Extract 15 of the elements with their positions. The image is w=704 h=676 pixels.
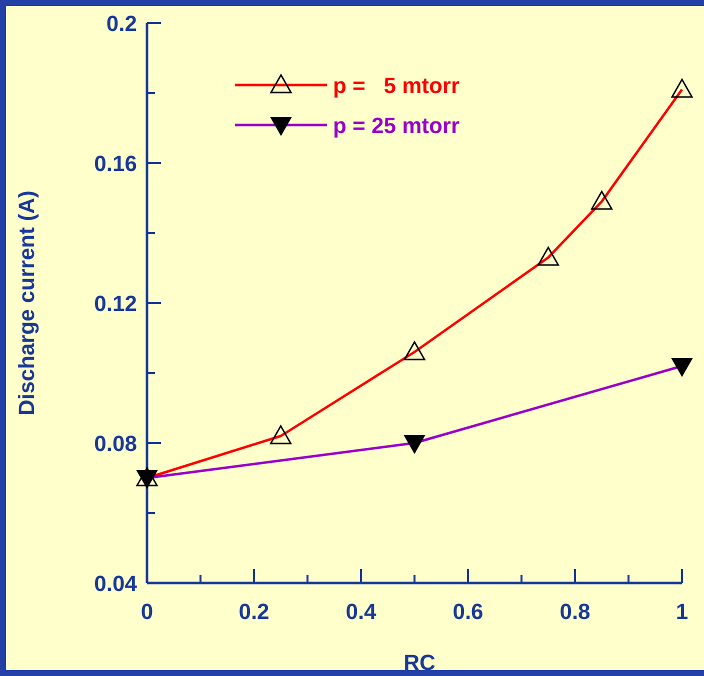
x-axis-title: RC [404,650,436,675]
x-tick-label: 0.2 [238,599,270,624]
y-tick-label: 0.2 [106,11,137,36]
y-tick-label: 0.16 [94,151,137,176]
y-axis-title: Discharge current (A) [14,190,39,416]
x-tick-label: 0 [140,599,154,624]
y-tick-label: 0.04 [94,571,138,596]
x-tick-label: 0.8 [560,599,590,624]
legend-label: p = 5 mtorr [333,73,460,98]
x-tick-label: 1 [676,599,688,624]
x-tick-label: 0.6 [452,599,484,624]
legend-label: p = 25 mtorr [333,113,460,138]
y-tick-label: 0.08 [94,431,137,456]
y-tick-label: 0.12 [94,291,137,316]
x-tick-label: 0.4 [346,599,378,624]
